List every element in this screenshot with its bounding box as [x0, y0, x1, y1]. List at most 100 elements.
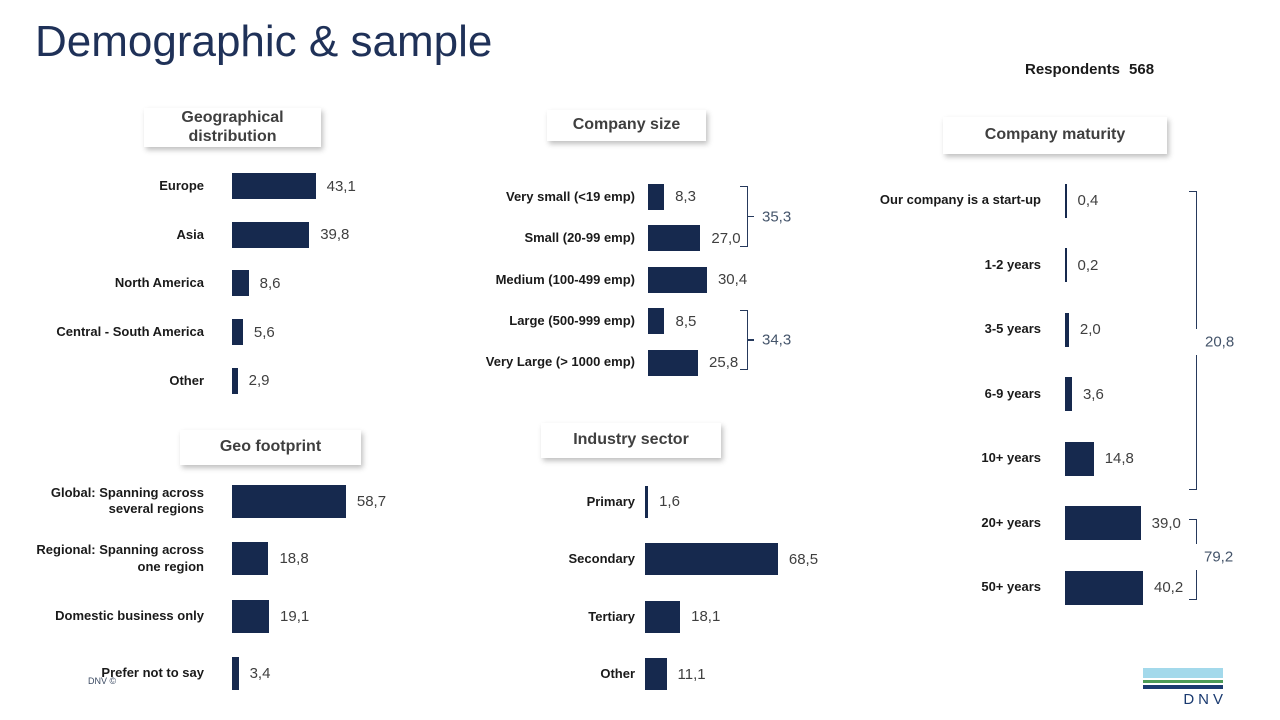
chart-row: Secondary 68,5: [440, 531, 818, 588]
chart-title-box: Geographical distribution: [144, 108, 321, 147]
bar: [1065, 570, 1143, 605]
category-label: Secondary: [568, 551, 635, 567]
bar: [648, 183, 665, 210]
footer-copyright: DNV ©: [88, 676, 117, 686]
value-label: 8,5: [675, 312, 697, 330]
chart-row: Asia 39,8: [30, 211, 349, 260]
category-label: Primary: [586, 493, 635, 509]
chart-title-box: Geo footprint: [180, 430, 361, 465]
category-label: Domestic business only: [55, 607, 204, 623]
category-label: 50+ years: [981, 579, 1041, 595]
chart-title-box: Company maturity: [943, 117, 1167, 154]
value-label: 19,1: [280, 607, 310, 625]
chart-row: 50+ years 40,2: [860, 555, 1183, 620]
chart-row: Global: Spanning across several regions 5…: [30, 472, 386, 530]
value-label: 14,8: [1104, 450, 1134, 467]
chart-row: Very small (<19 emp) 8,3: [440, 176, 696, 217]
category-label: Our company is a start-up: [879, 192, 1041, 208]
bar: [645, 485, 649, 518]
bar: [645, 543, 778, 576]
chart-row: 3-5 years 2,0: [860, 297, 1101, 362]
bar: [1065, 183, 1067, 218]
chart-row: Domestic business only 19,1: [30, 587, 309, 645]
category-label: Central - South America: [56, 323, 204, 339]
bar: [232, 173, 316, 200]
category-label: North America: [114, 275, 204, 291]
value-label: 0,2: [1077, 256, 1099, 274]
chart-row: North America 8,6: [30, 259, 281, 308]
group-bracket: 20,8: [1189, 191, 1234, 490]
bar: [1065, 441, 1094, 476]
value-label: 2,0: [1079, 321, 1101, 338]
category-label: 20+ years: [981, 514, 1041, 530]
value-label: 3,6: [1082, 385, 1104, 403]
category-label: Regional: Spanning across one region: [36, 542, 204, 574]
value-label: 39,8: [320, 226, 350, 244]
category-label: Europe: [159, 178, 204, 194]
category-label: Very Large (> 1000 emp): [485, 354, 635, 370]
category-label: Other: [169, 372, 204, 388]
category-label: Small (20-99 emp): [524, 230, 635, 246]
value-label: 0,4: [1077, 192, 1099, 209]
bar: [648, 308, 665, 335]
category-label: Asia: [176, 226, 204, 242]
bracket-value: 20,8: [1205, 333, 1235, 351]
chart-row: Very Large (> 1000 emp) 25,8: [440, 342, 738, 383]
value-label: 11,1: [677, 665, 706, 683]
chart-row: 6-9 years 3,6: [860, 362, 1104, 427]
bar: [232, 599, 270, 633]
category-label: Other: [600, 666, 635, 682]
bar: [232, 221, 310, 248]
chart-row: Our company is a start-up 0,4: [860, 168, 1098, 233]
logo-text: DNV: [1183, 690, 1227, 708]
chart-row: Large (500-999 emp) 8,5: [440, 301, 696, 342]
value-label: 5,6: [253, 323, 275, 341]
bar: [232, 367, 238, 394]
chart-title: Company size: [572, 116, 681, 134]
chart-row: Medium (100-499 emp) 30,4: [440, 259, 747, 300]
bar: [1065, 312, 1069, 347]
value-label: 27,0: [711, 229, 741, 247]
value-label: 1,6: [659, 493, 680, 511]
chart-row: Other 11,1: [440, 646, 706, 703]
value-label: 8,6: [259, 274, 281, 292]
category-label: Medium (100-499 emp): [495, 271, 635, 287]
logo-bar-green: [1143, 679, 1223, 683]
chart-title: Industry sector: [573, 431, 689, 449]
value-label: 39,0: [1151, 514, 1181, 532]
chart-row: Small (20-99 emp) 27,0: [440, 218, 741, 259]
category-label: 3-5 years: [984, 321, 1041, 337]
category-label: Global: Spanning across several regions: [50, 484, 204, 516]
value-label: 58,7: [356, 492, 387, 510]
category-label: 1-2 years: [984, 256, 1041, 272]
bar: [232, 484, 346, 518]
bar: [1065, 248, 1067, 282]
value-label: 8,3: [675, 188, 696, 206]
chart-row: Central - South America 5,6: [30, 308, 275, 357]
page-title: Demographic & sample: [35, 17, 493, 66]
chart-row: 10+ years 14,8: [860, 426, 1134, 491]
category-label: Large (500-999 emp): [509, 313, 635, 329]
bar: [232, 319, 243, 346]
logo-bar-navy: [1143, 684, 1223, 689]
bar: [232, 542, 269, 575]
chart-row: Europe 43,1: [30, 162, 356, 211]
chart-title: Geo footprint: [219, 438, 322, 456]
chart-title: Geographical distribution: [181, 108, 284, 145]
category-label: Tertiary: [588, 608, 635, 624]
respondents-count: Respondents 568: [1025, 61, 1154, 78]
chart-row: Other 2,9: [30, 356, 269, 405]
value-label: 43,1: [326, 177, 356, 195]
value-label: 40,2: [1153, 579, 1184, 596]
bracket-value: 79,2: [1204, 548, 1234, 566]
chart-title-box: Industry sector: [541, 423, 721, 458]
respondents-label: Respondents: [1025, 61, 1121, 78]
value-label: 18,8: [279, 550, 309, 567]
group-bracket: 35,3: [740, 186, 791, 247]
value-label: 30,4: [717, 271, 748, 289]
group-bracket: 34,3: [740, 310, 791, 370]
